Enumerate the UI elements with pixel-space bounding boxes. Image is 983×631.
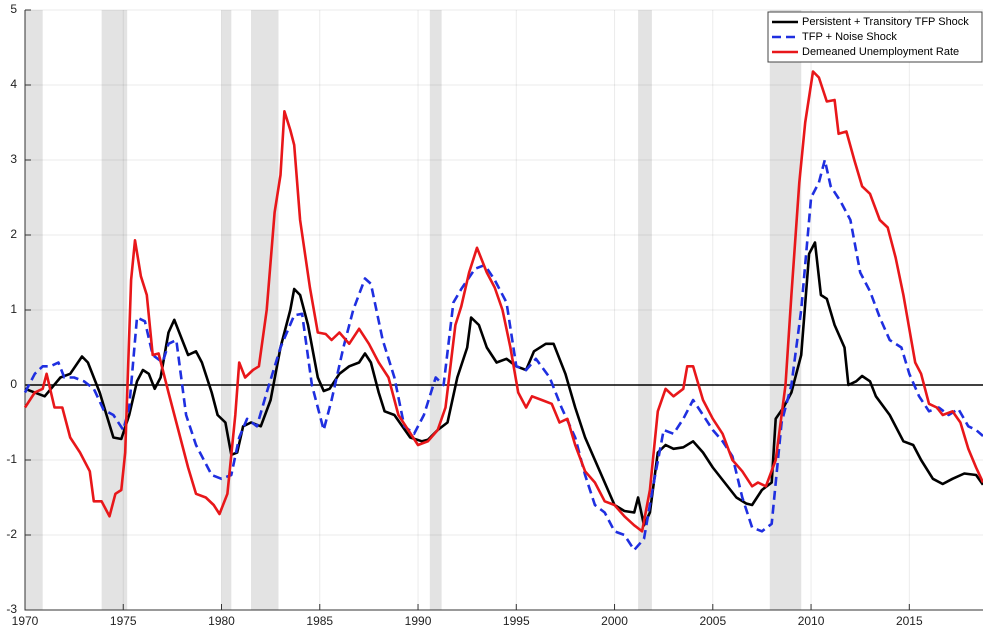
x-tick-label: 1970: [12, 614, 39, 628]
recession-band: [250, 10, 279, 610]
y-tick-label: 2: [10, 227, 17, 241]
x-tick-label: 1980: [208, 614, 235, 628]
recession-band: [769, 10, 802, 610]
x-tick-label: 1975: [110, 614, 137, 628]
y-tick-label: 4: [10, 77, 17, 91]
recession-band: [221, 10, 232, 610]
legend-label: Persistent + Transitory TFP Shock: [802, 16, 969, 28]
legend-label: Demeaned Unemployment Rate: [802, 46, 959, 58]
x-tick-label: 1990: [405, 614, 432, 628]
y-tick-label: 0: [10, 377, 17, 391]
x-tick-label: 2005: [699, 614, 726, 628]
y-tick-label: -2: [6, 527, 17, 541]
axis-frame: [24, 10, 983, 611]
y-tick-label: 5: [10, 2, 17, 16]
series-line: [23, 158, 983, 552]
legend-label: TFP + Noise Shock: [802, 31, 897, 43]
y-tick-label: -3: [6, 602, 17, 616]
recession-band: [429, 10, 442, 610]
x-tick-label: 2010: [798, 614, 825, 628]
y-tick-label: -1: [6, 452, 17, 466]
x-tick-label: 1995: [503, 614, 530, 628]
y-tick-label: 3: [10, 152, 17, 166]
x-tick-label: 1985: [306, 614, 333, 628]
series-line: [23, 70, 983, 533]
recession-band: [638, 10, 652, 610]
x-tick-label: 2015: [896, 614, 923, 628]
series-line: [24, 241, 983, 527]
legend-box: [767, 11, 983, 63]
legend: Persistent + Transitory TFP Shock TFP + N…: [767, 11, 983, 63]
x-tick-label: 2000: [601, 614, 628, 628]
y-tick-label: 1: [10, 302, 17, 316]
